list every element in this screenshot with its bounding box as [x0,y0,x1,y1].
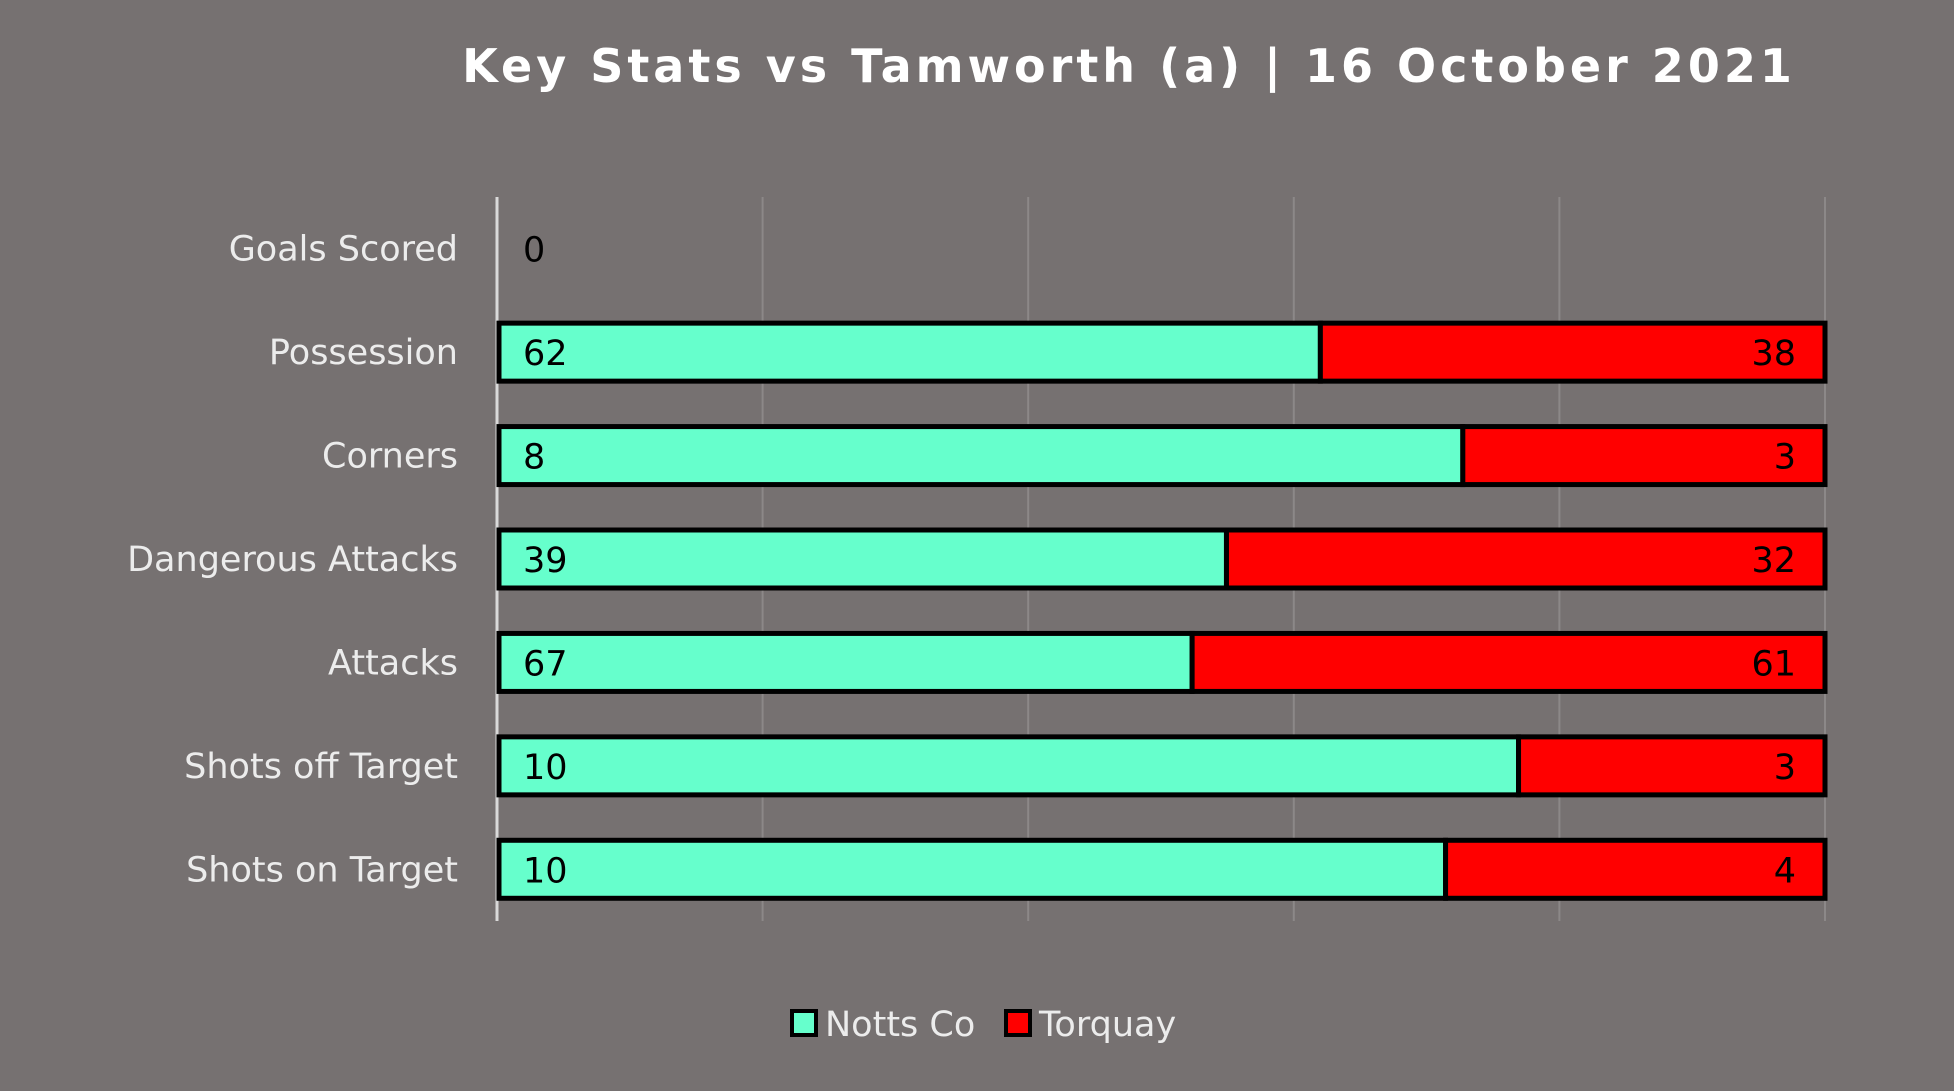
value-label-torquay: 3 [1774,438,1796,478]
bar-torquay-shots-off-target [1516,734,1828,798]
chart-title: Key Stats vs Tamworth (a) | 16 October 2… [462,39,1796,94]
legend-label-torquay: Torquay [1038,1005,1176,1045]
value-label-notts-co: 39 [523,541,568,581]
value-label-torquay: 32 [1751,541,1796,581]
value-label-torquay: 3 [1774,748,1796,788]
category-label-corners: Corners [322,437,458,477]
bar-notts-co-shots-off-target [496,734,1522,798]
value-label-torquay: 61 [1751,644,1796,684]
value-label-notts-co: 10 [523,748,568,788]
bar-torquay-attacks [1189,630,1828,694]
bar-notts-co-shots-on-target [496,837,1449,901]
value-label-notts-co: 62 [523,334,568,374]
bar-notts-co-corners [496,424,1466,488]
legend: Notts Co Torquay [790,1005,1176,1045]
category-label-attacks: Attacks [328,643,458,683]
value-label-notts-co: 67 [523,644,568,684]
value-label-notts-co: 0 [523,231,545,271]
bar-torquay-corners [1460,424,1828,488]
category-labels: Goals Scored Possession Corners Dangerous A… [127,230,458,891]
category-label-shots-on-target: Shots on Target [186,850,458,890]
legend-swatch-notts-co [790,1009,818,1037]
bars [496,320,1828,901]
value-label-torquay: 38 [1751,334,1796,374]
bar-notts-co-dangerous-attacks [496,527,1229,591]
bar-torquay-dangerous-attacks [1223,527,1828,591]
bar-torquay-shots-on-target [1443,837,1828,901]
value-label-notts-co: 8 [523,438,545,478]
legend-swatch-torquay [1004,1009,1032,1037]
category-label-possession: Possession [269,333,458,373]
category-label-shots-off-target: Shots off Target [184,747,458,787]
value-label-notts-co: 10 [523,851,568,891]
value-label-torquay: 4 [1774,851,1796,891]
bar-torquay-possession [1317,320,1828,384]
bar-notts-co-possession [496,320,1323,384]
category-label-dangerous-attacks: Dangerous Attacks [127,540,458,580]
category-label-goals-scored: Goals Scored [229,230,458,270]
legend-label-notts-co: Notts Co [825,1005,975,1045]
bar-notts-co-attacks [496,630,1195,694]
value-labels: 0 62 38 8 3 39 32 67 61 10 3 10 4 [523,231,1796,892]
